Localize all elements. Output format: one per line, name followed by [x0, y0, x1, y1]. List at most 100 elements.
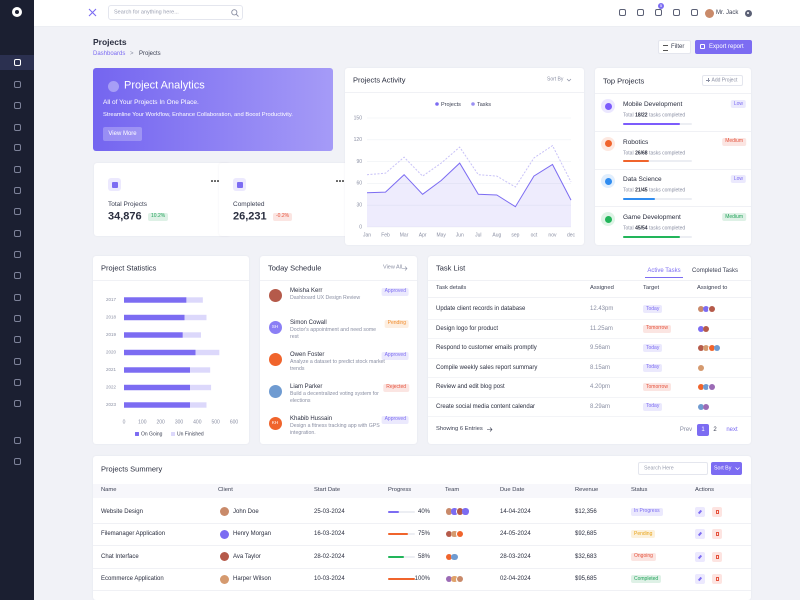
- schedule-name: Meisha Kerr: [290, 288, 323, 294]
- summary-search[interactable]: [638, 462, 708, 475]
- sidebar-icon[interactable]: [13, 229, 21, 237]
- team-avatar: [445, 530, 453, 538]
- activity-sort[interactable]: Sort By: [547, 76, 564, 83]
- sort-label[interactable]: Sort By: [714, 464, 732, 471]
- task-tab[interactable]: Completed Tasks: [692, 268, 738, 274]
- sidebar-icon[interactable]: [13, 186, 21, 194]
- progress-label: 58%: [417, 553, 430, 560]
- task-time: 8.15am: [590, 364, 611, 371]
- stat-card: [219, 163, 355, 236]
- menu-dot: [336, 180, 338, 182]
- row-divider: [428, 357, 751, 359]
- pagination-page[interactable]: 1: [701, 426, 705, 433]
- schedule-status: Approved: [381, 415, 409, 424]
- sidebar-icon[interactable]: [13, 123, 21, 131]
- sidebar-icon[interactable]: [13, 399, 21, 407]
- toolbar-icon[interactable]: [618, 9, 626, 16]
- hero-button[interactable]: [103, 127, 142, 141]
- schedule-avatar: [268, 320, 282, 334]
- row-divider: [595, 168, 751, 170]
- delete-action[interactable]: [712, 529, 722, 540]
- sidebar-icon[interactable]: [13, 357, 21, 365]
- y-tick-label: 2017: [106, 297, 117, 302]
- toolbar-icon[interactable]: [672, 9, 680, 16]
- view-all-link[interactable]: View All: [383, 264, 403, 271]
- column-header: Actions: [695, 487, 715, 494]
- assignee-avatar: [703, 325, 709, 332]
- statistics-title: Project Statistics: [101, 263, 157, 273]
- sort-button[interactable]: [711, 462, 742, 475]
- add-project-button[interactable]: [702, 75, 743, 86]
- bar: [124, 367, 190, 373]
- toolbar-icon[interactable]: [636, 9, 644, 16]
- task-tab[interactable]: Active Tasks: [647, 268, 681, 274]
- sidebar-icon[interactable]: [13, 271, 21, 279]
- legend-label: Tasks: [477, 102, 491, 108]
- pagination-page[interactable]: 2: [713, 426, 717, 433]
- sidebar-icon[interactable]: [13, 101, 21, 109]
- sidebar-icon[interactable]: [13, 335, 21, 343]
- task-name: Update client records in database: [436, 306, 526, 312]
- arrow-glyph: [402, 265, 408, 271]
- project-name: Filemanager Application: [101, 531, 166, 538]
- close-icon[interactable]: [88, 8, 97, 17]
- progress-label: 75%: [417, 531, 430, 538]
- team-avatar: [462, 508, 469, 515]
- toolbar-icon[interactable]: [690, 9, 698, 16]
- delete-action[interactable]: [712, 574, 722, 585]
- column-header: Progress: [388, 487, 412, 494]
- sidebar-icon[interactable]: [13, 80, 21, 88]
- project-name: Mobile Development: [623, 100, 683, 108]
- x-tick-label: Jul: [475, 232, 481, 238]
- filter-label: Filter: [671, 44, 685, 50]
- toolbar-icon[interactable]: [654, 9, 662, 16]
- hero-card: [93, 68, 333, 151]
- search-box[interactable]: [108, 5, 243, 20]
- start-date: 25-03-2024: [314, 508, 345, 515]
- pagination-prev[interactable]: Prev: [679, 426, 693, 433]
- assignee-avatar: [703, 306, 709, 312]
- delete-action[interactable]: [712, 506, 722, 517]
- plus-v: [707, 78, 709, 83]
- pagination-next[interactable]: next: [726, 426, 738, 433]
- client-avatar: [219, 552, 229, 562]
- sidebar-icon[interactable]: [13, 207, 21, 215]
- legend-label: On Going: [141, 432, 163, 438]
- pagination-active[interactable]: [697, 423, 709, 436]
- sidebar-icon[interactable]: [13, 314, 21, 322]
- assignee-avatar: [697, 384, 704, 390]
- statistics-chart: 0 100 200 300 400 500 600 2017 2018 2019 2020 2021 2…: [106, 297, 238, 438]
- sidebar-icon[interactable]: [13, 378, 21, 386]
- sidebar-icon[interactable]: [13, 293, 21, 301]
- user-name[interactable]: Mr. Jack: [716, 10, 739, 16]
- sidebar-icon[interactable]: [13, 58, 21, 66]
- revenue: $95,685: [575, 576, 597, 583]
- schedule-name: Owen Foster: [290, 352, 325, 358]
- legend-label: Projects: [441, 102, 461, 108]
- y-tick-label: 0: [359, 224, 362, 230]
- sidebar-icon[interactable]: [13, 143, 21, 151]
- assignee-avatar: [697, 306, 704, 312]
- sidebar-icon[interactable]: [13, 436, 21, 444]
- y-tick-label: 2021: [106, 367, 117, 372]
- sidebar-icon[interactable]: [13, 250, 21, 258]
- bar: [124, 332, 183, 338]
- hero-button-label[interactable]: View More: [108, 131, 137, 137]
- project-icon-glyph: [604, 140, 612, 148]
- delete-glyph: [715, 554, 719, 559]
- progress-bar: [388, 578, 415, 581]
- breadcrumb-link[interactable]: Dashboards: [93, 51, 126, 57]
- schedule-description: Doctor's appointment and need some rest: [290, 327, 377, 340]
- task-time: 9.56am: [590, 345, 611, 351]
- progress-track: [623, 160, 692, 163]
- assignee-avatar: [697, 325, 704, 332]
- sidebar-icon[interactable]: [13, 165, 21, 173]
- add-project-label[interactable]: Add Project: [711, 77, 738, 84]
- export-button[interactable]: [695, 40, 752, 54]
- team-avatar: [445, 508, 453, 515]
- client-avatar: [219, 529, 229, 539]
- sidebar-icon[interactable]: [13, 457, 21, 465]
- delete-action[interactable]: [712, 551, 722, 562]
- hero-title: Project Analytics: [124, 79, 205, 92]
- row-divider: [428, 318, 751, 320]
